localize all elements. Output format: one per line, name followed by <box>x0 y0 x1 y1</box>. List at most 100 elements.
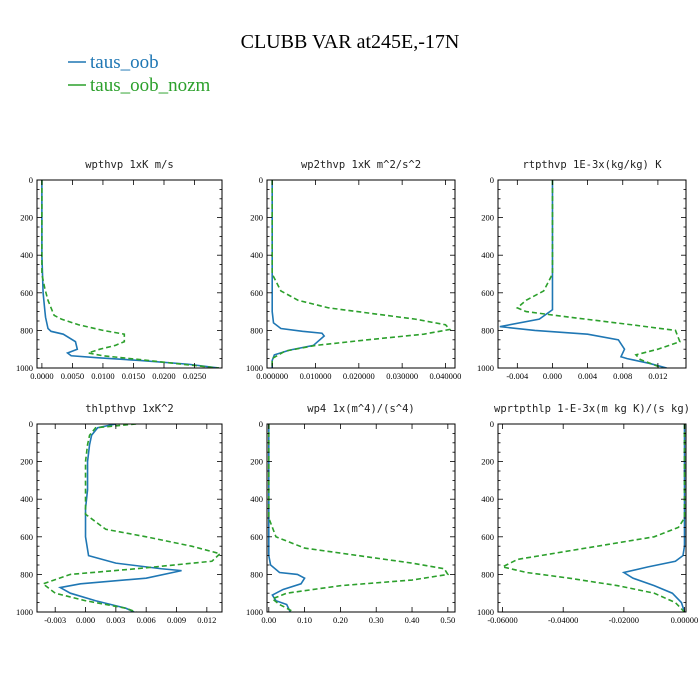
y-tick-label: 1000 <box>16 607 33 617</box>
panel-title: thlpthvp 1xK^2 <box>85 403 174 415</box>
series-line-taus-oob <box>267 424 306 612</box>
y-tick-label: 1000 <box>246 607 263 617</box>
y-tick-label: 0 <box>259 175 263 185</box>
series-line-taus-oob-nozm <box>267 424 450 612</box>
x-tick-label: 0.010000 <box>300 371 332 381</box>
x-tick-label: 0.000 <box>76 615 95 625</box>
y-tick-label: 0 <box>29 175 33 185</box>
series-line-taus-oob-nozm <box>271 180 452 368</box>
panel-frame <box>497 423 687 613</box>
y-tick-label: 1000 <box>246 363 263 373</box>
x-tick-label: 0.009 <box>167 615 186 625</box>
panel-title: wp2thvp 1xK m^2/s^2 <box>301 159 421 171</box>
y-tick-label: 200 <box>20 213 33 223</box>
y-tick-label: 800 <box>250 569 263 579</box>
y-tick-label: 600 <box>250 288 263 298</box>
series-line-taus-oob-nozm <box>500 424 686 612</box>
y-tick-label: 600 <box>481 288 494 298</box>
y-tick-label: 600 <box>20 288 33 298</box>
y-tick-label: 800 <box>20 569 33 579</box>
y-tick-label: 800 <box>20 325 33 335</box>
y-tick-label: 0 <box>29 419 33 429</box>
x-tick-label: 0.008 <box>613 371 632 381</box>
y-tick-label: 200 <box>20 457 33 467</box>
panel-title: wp4 1x(m^4)/(s^4) <box>307 403 414 415</box>
y-tick-label: 0 <box>490 419 494 429</box>
x-tick-label: 0.030000 <box>386 371 418 381</box>
x-tick-label: 0.000 <box>543 371 562 381</box>
series-line-taus-oob-nozm <box>515 180 681 368</box>
x-tick-label: 0.0000 <box>30 371 53 381</box>
y-tick-label: 400 <box>20 250 33 260</box>
x-tick-label: 0.30 <box>369 615 384 625</box>
y-tick-label: 200 <box>481 213 494 223</box>
x-tick-label: 0.006 <box>137 615 156 625</box>
y-tick-label: 0 <box>259 419 263 429</box>
legend: taus_oob taus_oob_nozm <box>68 52 211 96</box>
x-tick-label: 0.0050 <box>61 371 84 381</box>
x-tick-label: 0.40 <box>405 615 420 625</box>
panel-title: wpthvp 1xK m/s <box>85 159 174 171</box>
y-tick-label: 600 <box>481 532 494 542</box>
panel-frame <box>497 179 687 369</box>
x-tick-label: -0.06000 <box>487 615 517 625</box>
panel-1: wpthvp 1xK m/s 0 200 400 600 800 10000.0000 0.0… <box>16 159 223 381</box>
y-tick-label: 200 <box>481 457 494 467</box>
x-tick-label: 0.003 <box>106 615 125 625</box>
panel-frame <box>36 179 223 369</box>
series-line-taus-oob <box>271 180 326 368</box>
x-tick-label: 0.012 <box>648 371 667 381</box>
x-tick-label: -0.003 <box>44 615 66 625</box>
x-tick-label: 0.0200 <box>152 371 175 381</box>
legend-label-taus-oob: taus_oob <box>90 52 159 73</box>
y-tick-label: 600 <box>20 532 33 542</box>
y-tick-label: 400 <box>481 494 494 504</box>
x-tick-label: 0.040000 <box>430 371 462 381</box>
figure-title: CLUBB VAR at245E,-17N <box>241 31 460 53</box>
x-tick-label: 0.20 <box>333 615 348 625</box>
x-tick-label: 0.00000 <box>671 615 699 625</box>
x-tick-label: 0.0150 <box>122 371 145 381</box>
panel-title: rtpthvp 1E-3x(kg/kg) K <box>522 159 662 171</box>
x-tick-label: 0.0250 <box>183 371 206 381</box>
x-tick-label: -0.02000 <box>609 615 639 625</box>
y-tick-label: 400 <box>250 250 263 260</box>
x-tick-label: 0.50 <box>440 615 455 625</box>
legend-label-taus-oob-nozm: taus_oob_nozm <box>90 75 211 96</box>
x-tick-label: -0.004 <box>506 371 529 381</box>
panel-frame <box>36 423 223 613</box>
y-tick-label: 800 <box>481 325 494 335</box>
y-tick-label: 600 <box>250 532 263 542</box>
y-tick-label: 400 <box>250 494 263 504</box>
series-line-taus-oob <box>499 180 667 368</box>
series-line-taus-oob-nozm <box>41 424 222 612</box>
series-line-taus-oob <box>57 424 182 612</box>
x-tick-label: 0.00 <box>261 615 276 625</box>
x-tick-label: 0.004 <box>578 371 598 381</box>
y-tick-label: 800 <box>481 569 494 579</box>
x-tick-label: -0.04000 <box>548 615 578 625</box>
panel-6: wprtpthlp 1-E-3x(m kg K)/(s kg)0 200 400 60… <box>477 403 698 625</box>
y-tick-label: 200 <box>250 213 263 223</box>
panel-2: wp2thvp 1xK m^2/s^2 0 200 400 600 800 10000.00… <box>246 159 461 381</box>
x-tick-label: 0.0100 <box>91 371 114 381</box>
series-line-taus-oob <box>41 180 220 368</box>
y-tick-label: 1000 <box>477 363 494 373</box>
y-tick-label: 400 <box>20 494 33 504</box>
panel-4: thlpthvp 1xK^2 0 200 400 600 800 1000 -0.003 0.0… <box>16 403 223 625</box>
panel-3: rtpthvp 1E-3x(kg/kg) K 0 200 400 600 800 1000 -… <box>477 159 687 381</box>
x-tick-label: 0.000000 <box>256 371 288 381</box>
y-tick-label: 1000 <box>477 607 494 617</box>
x-tick-label: 0.020000 <box>343 371 375 381</box>
y-tick-label: 0 <box>490 175 494 185</box>
y-tick-label: 1000 <box>16 363 33 373</box>
series-line-taus-oob-nozm <box>41 180 220 368</box>
series-line-taus-oob <box>621 424 686 612</box>
y-tick-label: 800 <box>250 325 263 335</box>
panel-title: wprtpthlp 1-E-3x(m kg K)/(s kg) <box>494 403 690 415</box>
panel-5: wp4 1x(m^4)/(s^4) 0 200 400 600 800 10000.00 0.… <box>246 403 456 625</box>
x-tick-label: 0.012 <box>197 615 216 625</box>
y-tick-label: 200 <box>250 457 263 467</box>
